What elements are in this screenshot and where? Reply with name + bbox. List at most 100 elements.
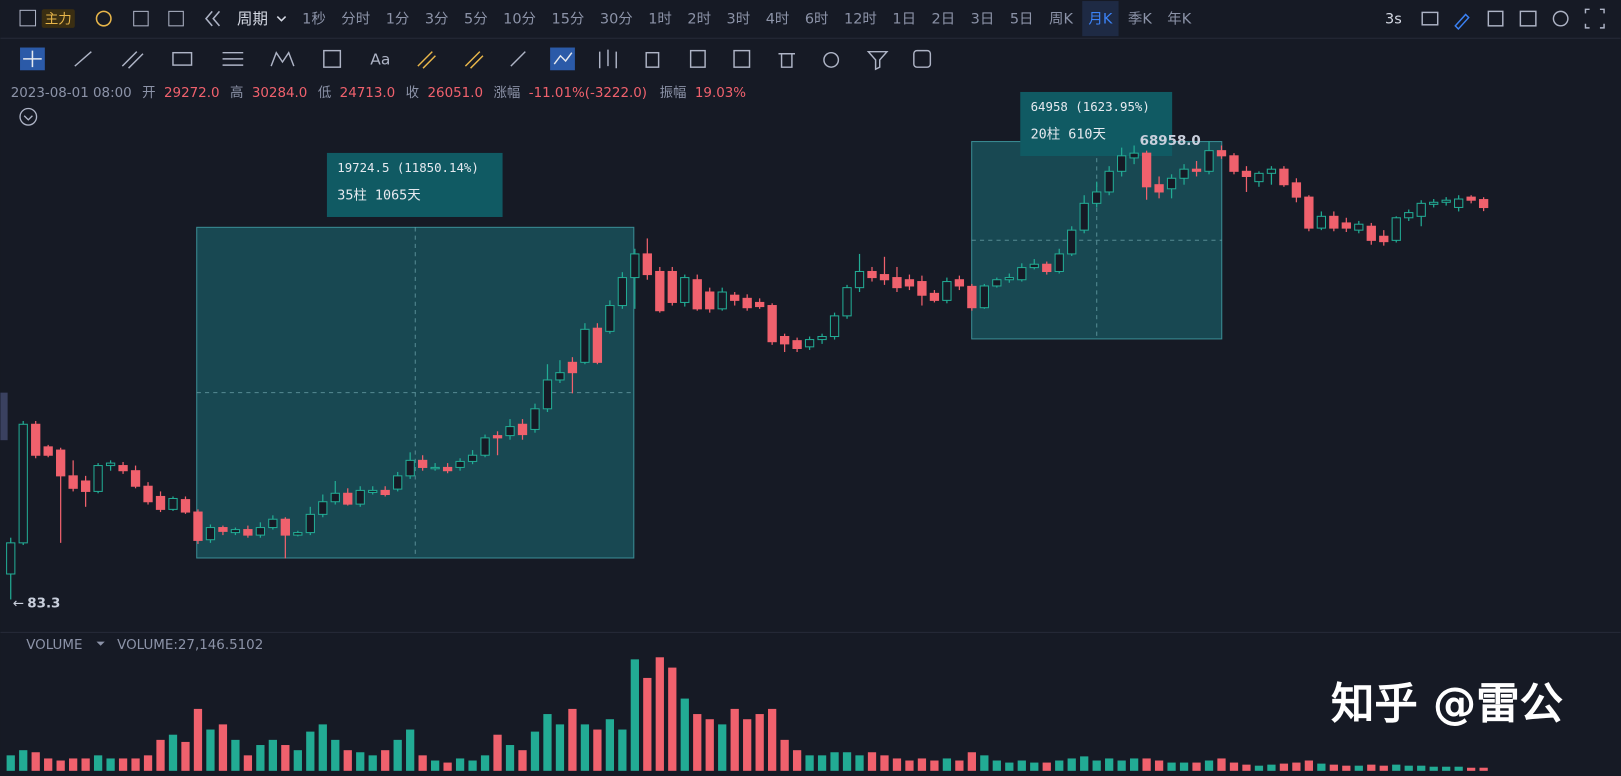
- interval-button[interactable]: 5分: [464, 11, 488, 28]
- interval-button[interactable]: 年K: [1167, 11, 1191, 28]
- candle-body: [130, 470, 141, 487]
- interval-button[interactable]: 1时: [648, 11, 672, 28]
- rewind-icon[interactable]: [205, 10, 221, 27]
- trend-tool-active[interactable]: [550, 47, 575, 71]
- volume-bar: [1067, 758, 1076, 771]
- interval-button[interactable]: 1分: [386, 11, 410, 28]
- chart-icon[interactable]: [19, 9, 37, 27]
- interval-button[interactable]: 分时: [341, 11, 370, 28]
- interval-button[interactable]: 30分: [600, 11, 633, 28]
- volume-bar: [281, 745, 290, 771]
- flash-icon[interactable]: [95, 10, 112, 27]
- main-badge[interactable]: [41, 9, 75, 28]
- popout-icon[interactable]: [1487, 10, 1504, 27]
- ruler-tool[interactable]: [417, 51, 436, 69]
- volume-bar: [1342, 765, 1351, 771]
- volume-name[interactable]: VOLUME: [26, 638, 82, 653]
- volume-bar: [1154, 760, 1164, 771]
- fib-tool[interactable]: [222, 51, 244, 66]
- candle-body: [405, 459, 415, 477]
- volume-bar: [131, 758, 140, 771]
- volume-bar: [618, 729, 627, 771]
- line-tool[interactable]: [74, 51, 92, 67]
- candle-body: [1092, 191, 1102, 204]
- candle-body: [854, 270, 865, 289]
- volume-bar: [1242, 764, 1251, 771]
- volume-bar: [1217, 758, 1226, 771]
- candle-body: [1379, 235, 1389, 243]
- candle-body: [1067, 229, 1077, 255]
- draw-icon[interactable]: [1454, 13, 1470, 30]
- period-menu[interactable]: 周期: [237, 10, 268, 28]
- candle-body: [692, 279, 702, 310]
- magnet-tool[interactable]: [464, 51, 484, 69]
- calendar-icon[interactable]: [133, 10, 149, 27]
- interval-button[interactable]: 季K: [1128, 11, 1152, 28]
- candle-body: [93, 465, 103, 492]
- channel-tool[interactable]: [121, 51, 144, 69]
- measure-tool[interactable]: [323, 49, 342, 68]
- rect-tool[interactable]: [172, 51, 193, 66]
- interval-button[interactable]: 2时: [687, 11, 711, 28]
- volume-bar: [880, 755, 889, 771]
- info-low: 24713.0: [340, 86, 396, 101]
- volume-bar: [1229, 762, 1239, 771]
- delete-tool[interactable]: [778, 53, 796, 68]
- volume-bar: [118, 758, 128, 771]
- template-icon[interactable]: [1519, 10, 1537, 27]
- volume-bar: [1304, 760, 1314, 771]
- volume-bar: [955, 760, 964, 771]
- volume-bar: [181, 741, 190, 771]
- interval-button[interactable]: 3分: [425, 11, 449, 28]
- interval-button[interactable]: 3时: [727, 11, 751, 28]
- interval-button[interactable]: 2日: [932, 12, 956, 28]
- link-tool[interactable]: [823, 51, 840, 68]
- interval-button[interactable]: 12时: [844, 11, 877, 28]
- interval-button[interactable]: 10分: [503, 11, 536, 28]
- volume-bar: [980, 755, 989, 771]
- pen-tool[interactable]: [510, 51, 526, 67]
- candle-body: [1116, 155, 1127, 172]
- settings-icon[interactable]: [1552, 10, 1569, 27]
- interval-button[interactable]: 15分: [552, 11, 585, 28]
- candle-body: [205, 527, 216, 541]
- candle-body: [1179, 168, 1189, 179]
- refresh-rate[interactable]: 3s: [1385, 12, 1402, 28]
- lock-tool[interactable]: [645, 51, 660, 68]
- candle-body: [105, 462, 116, 467]
- camera-icon[interactable]: [1421, 11, 1439, 26]
- layout-icon[interactable]: [168, 10, 184, 27]
- interval-button[interactable]: 4时: [766, 11, 790, 28]
- interval-button[interactable]: 3日: [971, 12, 995, 28]
- pattern-tool[interactable]: [270, 51, 295, 67]
- interval-button[interactable]: 1日: [892, 12, 916, 28]
- volume-bar: [218, 724, 228, 771]
- volume-bar: [768, 708, 777, 771]
- volume-bar: [243, 755, 253, 771]
- volume-bar: [1379, 765, 1388, 771]
- side-handle[interactable]: [0, 392, 8, 441]
- note-tool[interactable]: [733, 49, 751, 68]
- copy-tool[interactable]: [689, 49, 706, 68]
- volume-bar: [930, 760, 939, 771]
- interval-button[interactable]: 月K: [1088, 12, 1112, 28]
- interval-button[interactable]: 6时: [805, 11, 829, 28]
- volume-bar: [206, 729, 215, 771]
- candle-body: [1441, 199, 1451, 203]
- volume-bar: [381, 750, 390, 771]
- candle-tool[interactable]: [598, 49, 617, 69]
- fullscreen-icon[interactable]: [1584, 8, 1605, 29]
- volume-readout: VOLUME:27,146.5102: [117, 638, 263, 653]
- interval-button[interactable]: 周K: [1049, 12, 1073, 28]
- volume-bar: [505, 745, 515, 771]
- text-tool[interactable]: Aa: [370, 50, 390, 68]
- collapse-button[interactable]: [19, 107, 38, 126]
- sync-tool[interactable]: [913, 49, 932, 68]
- main-label[interactable]: 主力: [45, 12, 72, 28]
- volume-bar: [605, 719, 615, 771]
- volume-bar: [817, 755, 827, 771]
- filter-tool[interactable]: [866, 50, 889, 71]
- candle-body: [755, 301, 765, 308]
- interval-button[interactable]: 1秒: [302, 11, 326, 28]
- interval-button[interactable]: 5日: [1010, 12, 1034, 28]
